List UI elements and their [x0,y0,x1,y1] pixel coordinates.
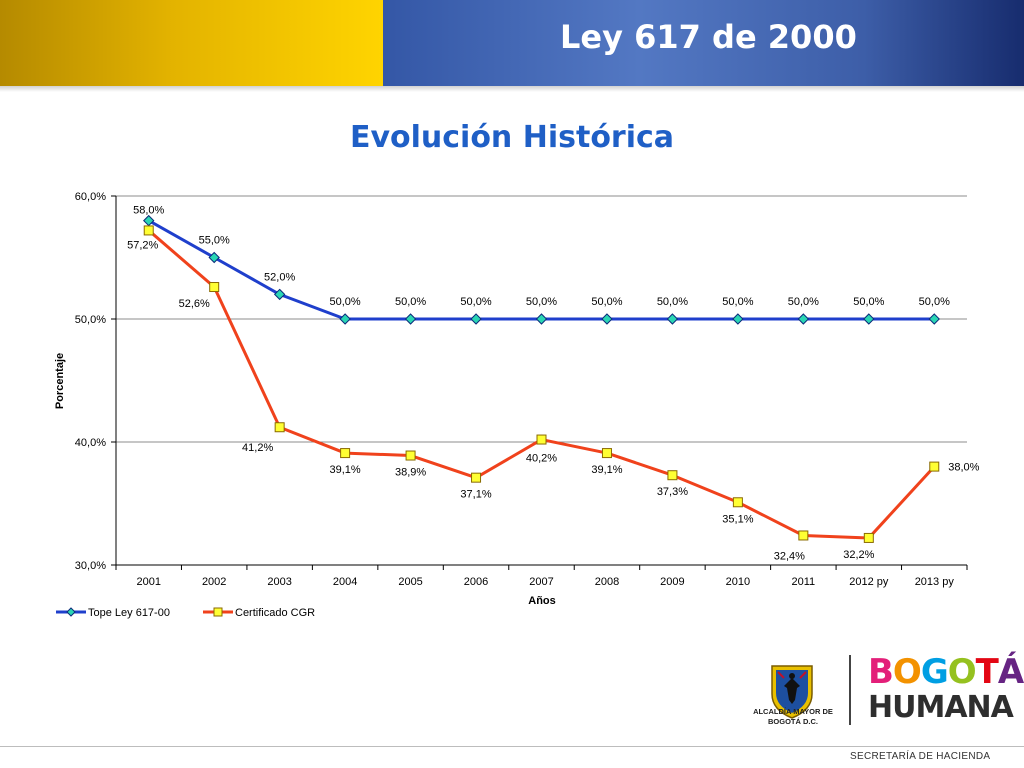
footer-divider [0,746,1024,747]
x-tick-label: 2012 py [849,576,889,588]
bogota-humana-logo: BOGOTÁ [868,652,1024,692]
x-axis-label: Años [528,595,556,607]
x-tick-label: 2005 [398,576,422,588]
y-axis-label: Porcentaje [54,353,66,409]
tope-ley-point [666,313,679,325]
tope-ley-data-label: 50,0% [330,296,361,308]
certificado-cgr-point [274,422,285,433]
bogota-humana-logo-bottom: HUMANA [868,690,1014,725]
certificado-cgr-data-label: 32,2% [843,549,874,561]
x-tick-label: 2003 [267,576,291,588]
slide-title: Ley 617 de 2000 [560,18,857,56]
x-tick-label: 2002 [202,576,226,588]
footer-text: SECRETARÍA DE HACIENDA [850,751,991,762]
header-gold-band [0,0,383,86]
certificado-cgr-data-label: 41,2% [242,442,273,454]
x-tick-label: 2004 [333,576,357,588]
chart-axes: 60,0% 50,0% 40,0% 30,0% 2001 2002 2003 2004 2005… [75,191,968,588]
slide-header: Ley 617 de 2000 [0,0,1024,92]
certificado-cgr-point [863,532,874,543]
tope-ley-point [732,313,744,325]
chart-data-labels: 58,0% 55,0% 52,0% 50,0% 50,0% 50,0% 50,0% 50,0%… [127,205,980,563]
chart-legend: Tope Ley 617-00 Certificado CGR [56,607,315,619]
tope-ley-data-label: 50,0% [395,296,426,308]
bogota-logo-letter: G [920,652,949,692]
x-tick-label: 2013 py [915,576,955,588]
tope-ley-data-label: 50,0% [722,296,753,308]
tope-ley-point [273,288,286,301]
x-tick-label: 2001 [136,576,160,588]
tope-ley-data-label: 50,0% [526,296,557,308]
y-tick-label: 40,0% [75,437,106,449]
certificado-cgr-data-label: 38,9% [395,467,426,479]
tope-ley-data-label: 55,0% [199,235,230,247]
x-tick-label: 2006 [464,576,488,588]
tope-ley-point [339,313,351,325]
legend-marker [213,607,223,617]
certificado-cgr-data-label: 52,6% [179,298,210,310]
x-tick-label: 2009 [660,576,684,588]
header-blue-band [383,0,1024,86]
tope-ley-point [601,313,613,325]
tope-ley-point [797,313,810,325]
alcaldia-logo-text: ALCALDÍA MAYOR DE BOGOTÁ D.C. [753,707,833,726]
bogota-logo-letter: B [868,652,894,692]
tope-ley-data-label: 58,0% [133,205,164,217]
tope-ley-point [470,313,482,325]
header-shadow [0,86,1024,92]
tope-ley-point [863,313,875,325]
chart-series [143,214,940,543]
tope-ley-data-label: 52,0% [264,271,295,283]
y-tick-label: 60,0% [75,191,106,203]
certificado-cgr-point [798,530,809,541]
x-tick-label: 2010 [726,576,750,588]
legend-label: Certificado CGR [235,607,315,619]
certificado-cgr-data-label: 38,0% [948,462,979,474]
tope-ley-point [535,313,548,325]
tope-ley-data-label: 50,0% [591,296,622,308]
tope-ley-point [928,313,940,325]
certificado-cgr-point [209,282,220,293]
y-tick-label: 50,0% [75,314,106,326]
certificado-cgr-point [405,450,416,461]
certificado-cgr-point [340,448,351,459]
tope-ley-data-label: 50,0% [919,296,950,308]
certificado-cgr-data-label: 35,1% [722,513,753,525]
certificado-cgr-data-label: 32,4% [774,550,805,562]
tope-ley-point [404,313,417,325]
escudo-bogota-icon [771,665,813,719]
certificado-cgr-data-label: 40,2% [526,453,557,465]
certificado-cgr-point [601,448,612,459]
certificado-cgr-point [536,434,547,445]
tope-ley-point [208,251,220,264]
line-chart: 60,0% 50,0% 40,0% 30,0% 2001 2002 2003 2004 2005… [54,191,980,619]
certificado-cgr-point [732,497,743,508]
certificado-cgr-data-label: 39,1% [330,464,361,476]
certificado-cgr-point [929,461,940,472]
legend-label: Tope Ley 617-00 [88,607,170,619]
bogota-logo-letter: Á [997,652,1024,692]
x-tick-label: 2008 [595,576,619,588]
certificado-cgr-data-label: 37,1% [460,489,491,501]
legend-marker [66,607,76,617]
x-tick-label: 2007 [529,576,553,588]
certificado-cgr-data-label: 39,1% [591,464,622,476]
tope-ley-data-label: 50,0% [853,296,884,308]
bogota-logo-letter: T [975,652,999,692]
x-tick-label: 2011 [792,576,816,588]
y-tick-label: 30,0% [75,560,106,572]
tope-ley-data-label: 50,0% [657,296,688,308]
tope-ley-data-label: 50,0% [788,296,819,308]
bogota-logo-letter: O [892,652,922,692]
certificado-cgr-data-label: 37,3% [657,486,688,498]
bogota-logo-letter: O [947,652,977,692]
certificado-cgr-point [143,225,154,236]
tope-ley-data-label: 50,0% [460,296,491,308]
certificado-cgr-data-label: 57,2% [127,239,158,251]
chart-title: Evolución Histórica [349,120,675,155]
certificado-cgr-point [667,470,678,481]
logo-divider [849,655,851,725]
certificado-cgr-point [471,472,482,483]
